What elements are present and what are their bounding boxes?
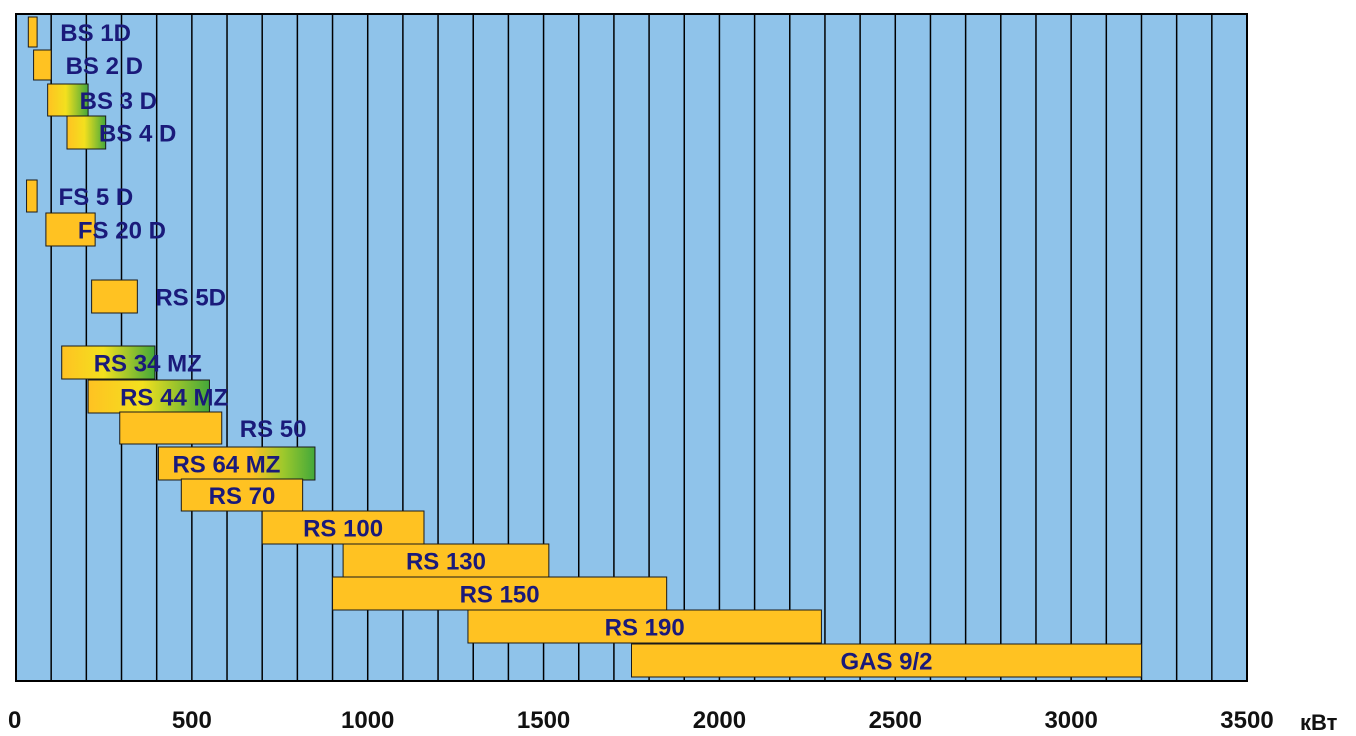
- x-tick-label: 1500: [517, 707, 570, 734]
- bar-label: FS 20 D: [78, 218, 166, 245]
- bar-fs-20-d: [45, 212, 96, 247]
- x-tick-label: 2500: [869, 707, 922, 734]
- bar-label: RS 50: [240, 416, 307, 443]
- bar-bs-2-d: [33, 49, 52, 81]
- bar-label: RS 34 MZ: [94, 351, 202, 378]
- plot-background: [16, 14, 1247, 681]
- bar-label: RS 100: [303, 516, 383, 543]
- bar-label: RS 190: [605, 615, 685, 642]
- bar-label: FS 5 D: [59, 184, 134, 211]
- bars-group: [26, 16, 1142, 678]
- bar-rs-150: [332, 576, 668, 611]
- bar-label: GAS 9/2: [840, 649, 932, 676]
- bar-label: BS 3 D: [80, 88, 157, 115]
- bar-fs-5-d: [26, 179, 38, 213]
- bar-rs-44-mz: [87, 379, 210, 414]
- x-tick-label: 1000: [341, 707, 394, 734]
- bar-rs-100: [261, 510, 425, 545]
- bar-rs-130: [342, 543, 550, 578]
- bar-bs-4-d: [66, 115, 107, 150]
- bar-label: RS 44 MZ: [120, 385, 228, 412]
- x-axis-unit-label: кВт: [1300, 710, 1338, 735]
- bar-gas-9-2: [631, 643, 1142, 678]
- bar-label: RS 5D: [155, 285, 226, 312]
- x-tick-label: 0: [8, 707, 21, 734]
- bar-rs-64-mz: [157, 446, 316, 481]
- bar-label: BS 4 D: [99, 121, 176, 148]
- plot-frame: [15, 13, 1248, 682]
- bar-label: RS 150: [460, 582, 540, 609]
- bar-rs-34-mz: [61, 345, 156, 380]
- bar-label: RS 64 MZ: [172, 452, 280, 479]
- x-tick-label: 3000: [1044, 707, 1097, 734]
- bar-rs-70: [180, 478, 304, 512]
- x-tick-label: 3500: [1220, 707, 1273, 734]
- bar-bs-1d: [27, 16, 38, 48]
- bar-label: RS 70: [209, 483, 276, 510]
- bar-labels-group: BS 1D BS 2 D BS 3 D BS 4 D FS 5 D FS 20 D RS 5…: [59, 20, 933, 676]
- bar-label: RS 130: [406, 549, 486, 576]
- bar-label: BS 2 D: [66, 53, 143, 80]
- bar-label: BS 1D: [60, 20, 131, 47]
- x-tick-label: 2000: [693, 707, 746, 734]
- bar-rs-190: [467, 609, 822, 644]
- x-axis-ticks: 0 500 1000 1500 2000 2500 3000 3500: [8, 707, 1274, 734]
- x-tick-label: 500: [172, 707, 212, 734]
- bar-rs-5d: [91, 279, 138, 314]
- bar-rs-50: [119, 411, 223, 445]
